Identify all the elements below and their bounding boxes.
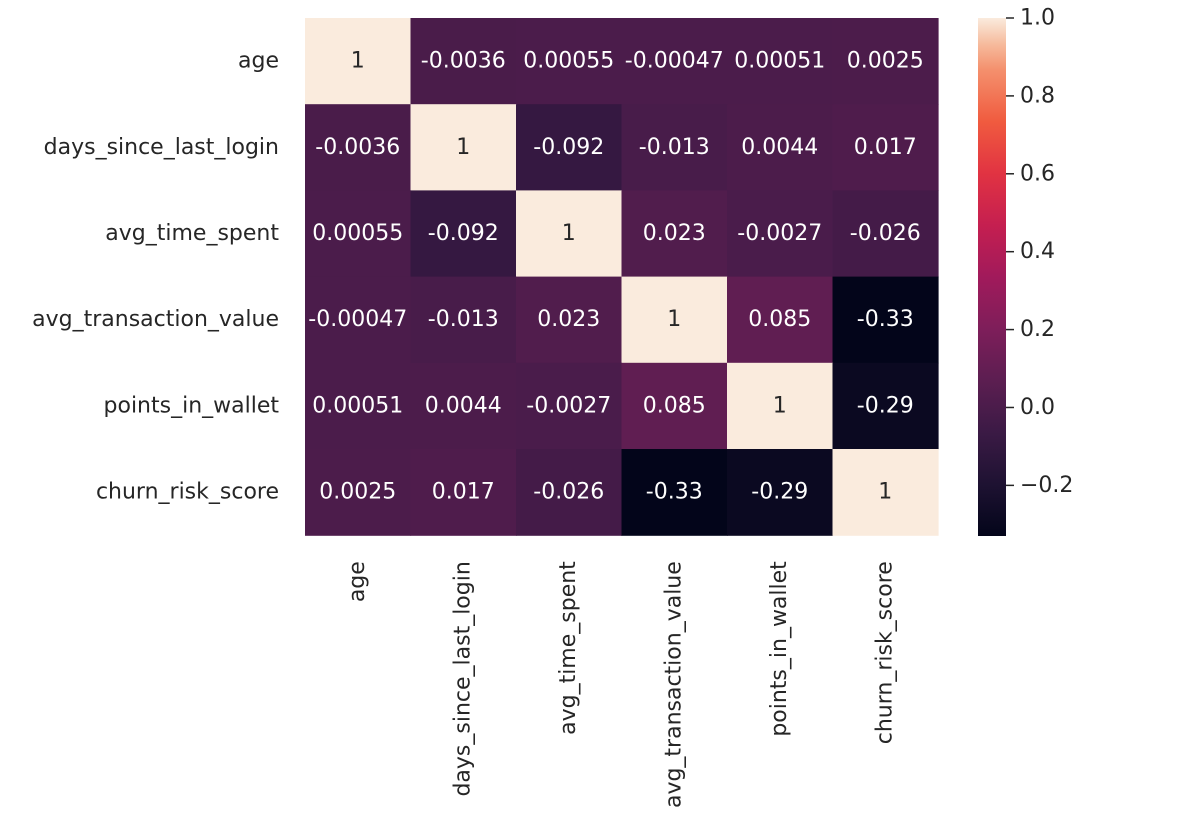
y-tick-label: avg_transaction_value	[32, 307, 279, 332]
heatmap-cell	[516, 104, 623, 191]
x-tick-label: avg_transaction_value	[662, 561, 687, 808]
heatmap-cell	[305, 276, 412, 364]
heatmap-cell	[832, 18, 939, 105]
cell-annotation: 0.023	[537, 307, 600, 332]
heatmap-cell	[621, 362, 728, 450]
cell-annotation: 0.00051	[734, 49, 825, 74]
colorbar-tick-label: 0.0	[1020, 395, 1055, 420]
colorbar-tick-label: 1.0	[1020, 6, 1055, 31]
cell-annotation: -0.013	[639, 135, 710, 160]
heatmap-cell	[727, 18, 834, 105]
heatmap-cell	[727, 190, 834, 278]
heatmap-cell	[305, 18, 412, 105]
heatmap-cell	[832, 362, 939, 450]
cell-annotation: 0.085	[748, 307, 811, 332]
heatmap-cell	[410, 449, 517, 536]
colorbar-tick-label: 0.4	[1020, 239, 1055, 264]
heatmap-cell	[621, 449, 728, 536]
cell-annotation: -0.0027	[737, 221, 822, 246]
cell-annotation: 0.0025	[319, 480, 396, 505]
x-tick-label: avg_time_spent	[556, 561, 581, 735]
cell-annotations: 1 -0.0036 0.00055 -0.00047 0.00051 0.0025 -0.0…	[308, 49, 923, 505]
heatmap-cell	[305, 449, 412, 536]
x-tick-label: days_since_last_login	[451, 561, 476, 796]
cell-annotation: 1	[351, 49, 365, 74]
heatmap-cell	[727, 362, 834, 450]
cell-annotation: -0.33	[646, 480, 703, 505]
colorbar-tick-label: 0.8	[1020, 83, 1055, 108]
heatmap-cell	[727, 276, 834, 364]
cell-annotation: -0.29	[857, 393, 914, 418]
cell-annotation: 0.0044	[741, 135, 818, 160]
colorbar-tick-label: 0.6	[1020, 161, 1055, 186]
heatmap-cells	[305, 18, 939, 536]
cell-annotation: 0.017	[432, 480, 495, 505]
heatmap-cell	[410, 104, 517, 191]
cell-annotation: -0.092	[533, 135, 604, 160]
heatmap-cell	[516, 18, 623, 105]
cell-annotation: 0.023	[643, 221, 706, 246]
heatmap-cell	[621, 190, 728, 278]
cell-annotation: 1	[773, 393, 787, 418]
y-tick-labels: age days_since_last_login avg_time_spentav…	[32, 49, 279, 505]
x-tick-label: age	[345, 561, 370, 602]
cell-annotation: -0.33	[857, 307, 914, 332]
heatmap-cell	[516, 190, 623, 278]
cell-annotation: -0.026	[850, 221, 921, 246]
heatmap-cell	[832, 449, 939, 536]
heatmap-cell	[727, 449, 834, 536]
cell-annotation: -0.29	[751, 480, 808, 505]
cell-annotation: 0.00051	[312, 393, 403, 418]
cell-annotation: -0.013	[428, 307, 499, 332]
heatmap-cell	[516, 449, 623, 536]
cell-annotation: 0.0025	[847, 49, 924, 74]
heatmap-cell	[410, 362, 517, 450]
cell-annotation: -0.00047	[308, 307, 407, 332]
heatmap-cell	[305, 104, 412, 191]
y-tick-label: avg_time_spent	[105, 221, 279, 246]
y-tick-label: days_since_last_login	[44, 135, 279, 160]
heatmap-cell	[832, 190, 939, 278]
heatmap-cell	[410, 276, 517, 364]
x-tick-labels: age days_since_last_login avg_time_spent av…	[345, 561, 898, 808]
heatmap-cell	[832, 276, 939, 364]
heatmap-cell	[727, 104, 834, 191]
heatmap-cell	[305, 362, 412, 450]
cell-annotation: -0.0027	[526, 393, 611, 418]
cell-annotation: -0.00047	[625, 49, 724, 74]
cell-annotation: 0.00055	[523, 49, 614, 74]
colorbar: 1.0 0.8 0.6 0.4 0.2 0.0 −0.2	[978, 6, 1073, 536]
heatmap-cell	[621, 276, 728, 364]
cell-annotation: 0.0044	[425, 393, 502, 418]
heatmap-cell	[621, 104, 728, 191]
y-tick-label: age	[238, 49, 279, 74]
x-tick-label: points_in_wallet	[767, 561, 792, 737]
heatmap-cell	[832, 104, 939, 191]
colorbar-gradient	[978, 18, 1006, 536]
cell-annotation: -0.026	[533, 480, 604, 505]
heatmap-cell	[516, 362, 623, 450]
x-tick-label: churn_risk_score	[873, 561, 898, 744]
cell-annotation: 0.00055	[312, 221, 403, 246]
colorbar-tick-label: 0.2	[1020, 317, 1055, 342]
y-tick-label: churn_risk_score	[96, 480, 279, 505]
cell-annotation: -0.0036	[421, 49, 506, 74]
cell-annotation: 1	[667, 307, 681, 332]
heatmap-cell	[410, 18, 517, 105]
heatmap-cell	[516, 276, 623, 364]
cell-annotation: -0.092	[428, 221, 499, 246]
cell-annotation: 1	[456, 135, 470, 160]
colorbar-tick-label: −0.2	[1020, 473, 1073, 498]
heatmap-cell	[305, 190, 412, 278]
heatmap-cell	[621, 18, 728, 105]
cell-annotation: 0.085	[643, 393, 706, 418]
cell-annotation: -0.0036	[315, 135, 400, 160]
cell-annotation: 0.017	[854, 135, 917, 160]
cell-annotation: 1	[878, 480, 892, 505]
y-tick-label: points_in_wallet	[104, 393, 280, 418]
heatmap-cell	[410, 190, 517, 278]
cell-annotation: 1	[562, 221, 576, 246]
